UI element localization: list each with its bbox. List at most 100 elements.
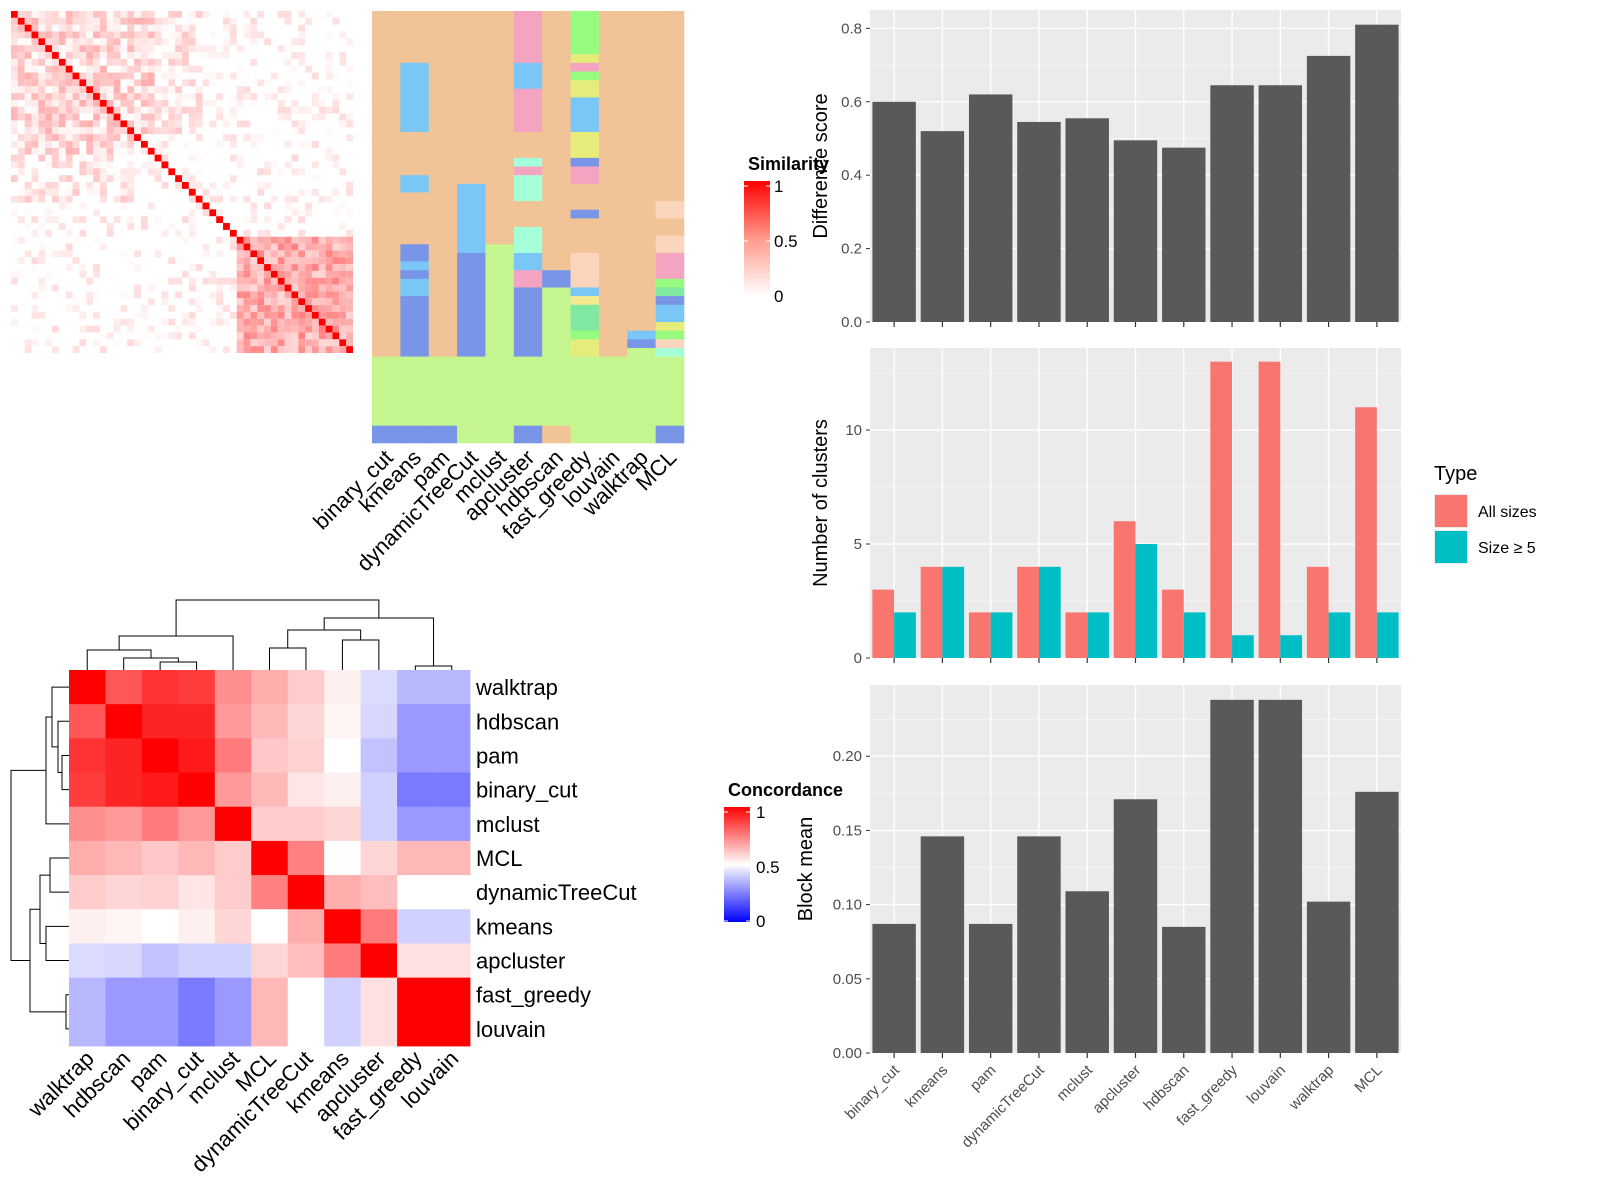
- x-tick-label: dynamicTreeCut: [958, 1061, 1048, 1151]
- similarity-cell: [243, 305, 251, 312]
- similarity-cell: [140, 99, 148, 107]
- similarity-cell: [93, 17, 100, 25]
- assignment-cell-segment: [513, 425, 543, 444]
- y-tick-label: 10: [845, 422, 862, 439]
- similarity-cell: [305, 277, 312, 285]
- similarity-cell: [182, 332, 189, 340]
- similarity-cell: [202, 99, 210, 107]
- similarity-cell: [188, 127, 196, 135]
- assignment-cell-segment: [485, 244, 515, 262]
- similarity-cell: [113, 86, 121, 94]
- similarity-cell: [154, 250, 162, 258]
- similarity-cell: [318, 106, 326, 114]
- bar: [942, 566, 965, 658]
- similarity-cell: [236, 154, 244, 162]
- dendrogram-branch: [414, 665, 453, 670]
- similarity-cell: [284, 298, 292, 306]
- concordance-legend-label: 1: [756, 803, 765, 822]
- similarity-cell: [99, 243, 107, 251]
- similarity-cell: [24, 140, 32, 148]
- similarity-cell: [127, 86, 135, 94]
- similarity-cell: [45, 58, 53, 66]
- concordance-cell: [214, 738, 252, 773]
- similarity-cell: [257, 291, 265, 299]
- similarity-cell: [65, 93, 73, 100]
- similarity-cell: [45, 45, 53, 53]
- similarity-cell: [31, 175, 39, 182]
- similarity-cell: [168, 99, 176, 107]
- concordance-cell: [178, 977, 216, 1013]
- similarity-cell: [175, 325, 182, 333]
- similarity-cell: [257, 270, 265, 278]
- similarity-cell: [168, 168, 176, 176]
- similarity-cell: [161, 140, 169, 148]
- similarity-cell: [11, 93, 18, 100]
- similarity-cell: [17, 93, 25, 100]
- similarity-cell: [209, 298, 217, 306]
- similarity-cell: [250, 209, 258, 217]
- similarity-cell: [188, 38, 196, 46]
- similarity-cell: [58, 250, 66, 258]
- similarity-cell: [127, 318, 135, 326]
- similarity-cell: [291, 243, 299, 251]
- concordance-cell: [433, 909, 471, 944]
- similarity-cell: [120, 65, 128, 73]
- similarity-cell: [38, 154, 46, 162]
- similarity-cell: [264, 264, 271, 271]
- similarity-cell: [188, 332, 196, 340]
- similarity-cell: [270, 284, 278, 292]
- similarity-cell: [298, 24, 306, 32]
- similarity-cell: [277, 332, 285, 340]
- concordance-cell: [433, 977, 471, 1013]
- similarity-cell: [31, 93, 39, 100]
- similarity-cell: [257, 250, 265, 258]
- similarity-cell: [223, 346, 230, 353]
- similarity-cell: [134, 79, 141, 87]
- similarity-cell: [65, 243, 73, 251]
- similarity-cell: [168, 127, 176, 135]
- similarity-cell: [305, 346, 312, 353]
- similarity-cell: [11, 72, 18, 80]
- similarity-cell: [45, 188, 53, 196]
- similarity-cell: [93, 168, 100, 176]
- assignment-cell-segment: [542, 287, 571, 427]
- similarity-cell: [346, 270, 353, 278]
- similarity-cell: [188, 113, 196, 121]
- similarity-cell: [332, 264, 340, 271]
- similarity-cell: [134, 120, 141, 128]
- similarity-cell: [216, 318, 224, 326]
- similarity-cell: [270, 311, 278, 319]
- similarity-cell: [134, 113, 141, 121]
- similarity-cell: [24, 31, 32, 39]
- bar: [1355, 791, 1399, 1053]
- similarity-cell: [134, 11, 141, 18]
- assignment-cell-segment: [655, 304, 685, 323]
- similarity-cell: [257, 264, 265, 271]
- similarity-cell: [24, 209, 32, 217]
- similarity-cell: [72, 106, 80, 114]
- concordance-cell: [251, 909, 289, 944]
- similarity-cell: [291, 284, 299, 292]
- similarity-cell: [93, 140, 100, 148]
- similarity-cell: [147, 72, 155, 80]
- similarity-cell: [202, 79, 210, 87]
- similarity-cell: [93, 11, 100, 18]
- similarity-cell: [257, 243, 265, 251]
- similarity-cell: [72, 298, 80, 306]
- assignment-cell-segment: [627, 347, 656, 444]
- concordance-cell: [251, 704, 289, 739]
- bar: [1113, 140, 1158, 322]
- similarity-cell: [318, 250, 326, 258]
- similarity-cell: [325, 298, 333, 306]
- similarity-cell: [168, 305, 176, 312]
- similarity-cell: [140, 223, 148, 230]
- similarity-cell: [202, 243, 210, 251]
- similarity-cell: [38, 11, 46, 18]
- similarity-cell: [140, 17, 148, 25]
- similarity-cell: [106, 72, 114, 80]
- similarity-cell: [277, 277, 285, 285]
- bar: [1376, 612, 1399, 658]
- similarity-cell: [31, 264, 39, 271]
- similarity-cell: [264, 277, 271, 285]
- similarity-cell: [277, 291, 285, 299]
